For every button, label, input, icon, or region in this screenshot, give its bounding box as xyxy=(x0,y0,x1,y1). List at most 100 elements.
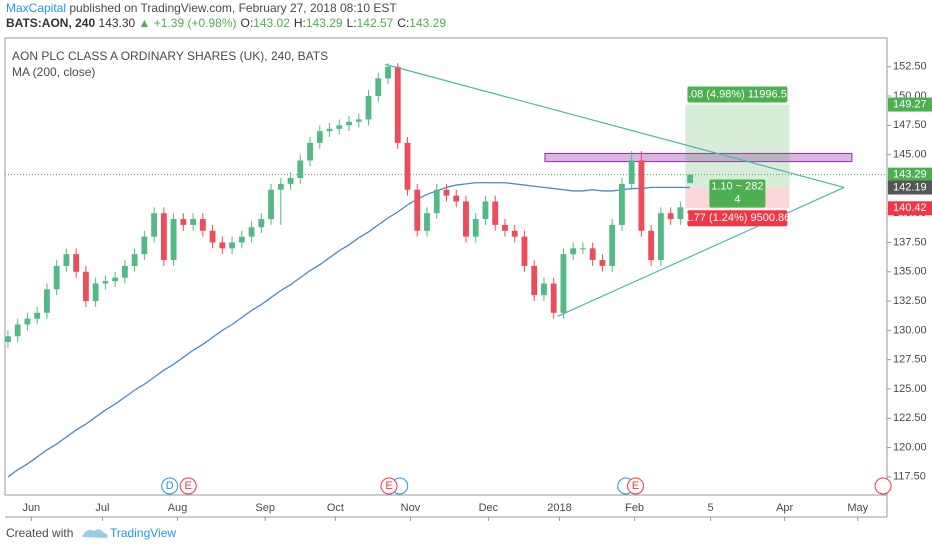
candle-body xyxy=(550,283,557,313)
x-tick-label: Jun xyxy=(22,502,40,514)
candle-body xyxy=(443,189,450,196)
indicator-label: MA (200, close) xyxy=(12,65,95,79)
y-tick-label: 117.50 xyxy=(893,471,926,483)
candle-body xyxy=(43,289,50,313)
event-label: E xyxy=(385,480,392,492)
candle-body xyxy=(326,128,333,132)
x-tick-label: Feb xyxy=(625,502,644,514)
author[interactable]: MaxCapital xyxy=(6,1,66,15)
change: +1.39 (+0.98%) xyxy=(154,16,237,30)
x-tick-label: Jul xyxy=(95,502,109,514)
candle-body xyxy=(589,248,596,261)
event-label: E xyxy=(185,480,192,492)
candle-body xyxy=(433,189,440,214)
candle-body xyxy=(248,227,255,237)
candle-body xyxy=(531,265,538,296)
candle-body xyxy=(570,248,577,255)
y-tick-label: 147.50 xyxy=(893,119,927,131)
candle-body xyxy=(638,160,645,231)
published: published on TradingView.com, February 2… xyxy=(69,1,397,15)
trendline xyxy=(384,63,845,188)
trendline xyxy=(557,186,845,317)
candle-body xyxy=(151,213,158,237)
candle-body xyxy=(424,213,430,231)
candle-body xyxy=(190,219,197,225)
event-label: D xyxy=(166,480,174,492)
candle-body xyxy=(648,230,655,261)
ohlc-value: 143.02 xyxy=(253,16,290,30)
candle-body xyxy=(82,271,89,302)
candle-body xyxy=(63,254,70,266)
quote-line: BATS:AON, 240 143.30 ▲ +1.39 (+0.98%) O:1… xyxy=(6,16,446,30)
event-label: E xyxy=(632,480,639,492)
price-label: 149.27 xyxy=(893,98,927,110)
candle-body xyxy=(121,265,128,278)
y-tick-label: 125.00 xyxy=(893,383,927,395)
y-tick-label: 120.00 xyxy=(893,441,927,453)
candle-body xyxy=(268,189,274,220)
price-label-box xyxy=(888,97,932,112)
candle-body xyxy=(307,142,313,161)
ratio-box xyxy=(709,179,766,208)
candle-body xyxy=(511,230,518,237)
x-tick-label: 5 xyxy=(708,502,714,514)
candle-body xyxy=(287,178,294,184)
candle-body xyxy=(336,125,343,129)
candle-body xyxy=(385,66,391,79)
y-tick-label: 152.50 xyxy=(893,61,927,73)
ohlc-key: O: xyxy=(241,16,254,30)
header: MaxCapital published on TradingView.com,… xyxy=(6,1,397,15)
x-tick-label: Apr xyxy=(776,502,793,514)
candle-body xyxy=(580,248,586,250)
candle-body xyxy=(492,201,499,225)
candle-body xyxy=(453,195,460,202)
ohlc-key: L: xyxy=(347,16,357,30)
y-tick-label: 130.00 xyxy=(893,324,927,336)
ohlc-key: H: xyxy=(294,16,306,30)
ohlc-value: 143.29 xyxy=(306,16,343,30)
candle-body xyxy=(541,283,547,296)
x-tick-label: Oct xyxy=(327,502,344,514)
event-marker xyxy=(627,477,645,495)
candle-body xyxy=(394,66,401,143)
candle-body xyxy=(609,224,616,266)
price-label-box xyxy=(888,201,932,216)
candle-body xyxy=(34,312,41,319)
x-tick-label: Aug xyxy=(168,502,188,514)
x-tick-label: Sep xyxy=(255,502,275,514)
candle-body xyxy=(618,183,625,225)
price-label: 140.42 xyxy=(893,202,927,214)
candle-body xyxy=(667,213,674,220)
ohlc-value: 143.29 xyxy=(409,16,446,30)
y-tick-label: 145.00 xyxy=(893,148,927,160)
candle-body xyxy=(599,260,606,266)
candle-body xyxy=(112,277,119,282)
price-label: 142.19 xyxy=(893,181,927,193)
candle-body xyxy=(170,219,177,261)
last: 143.30 xyxy=(98,16,135,30)
candle-body xyxy=(365,96,372,120)
y-tick-label: 135.00 xyxy=(893,266,927,278)
candle-body xyxy=(355,119,362,122)
candle-body xyxy=(414,189,421,231)
candle-body xyxy=(14,324,21,337)
event-marker xyxy=(874,477,892,495)
candle-body xyxy=(628,160,635,184)
up-arrow: ▲ xyxy=(139,16,151,30)
chart-title: AON PLC CLASS A ORDINARY SHARES (UK), 24… xyxy=(12,49,328,63)
candle-body xyxy=(229,242,236,249)
y-tick-label: 127.50 xyxy=(893,354,927,366)
y-tick-label: 137.50 xyxy=(893,236,927,248)
event-marker xyxy=(161,477,179,495)
price-label: 143.29 xyxy=(893,169,927,181)
stop-label-box xyxy=(687,210,788,227)
brand[interactable]: TradingView xyxy=(110,526,176,540)
candle-body xyxy=(160,213,167,261)
candle-body xyxy=(238,236,245,243)
ohlc-key: C: xyxy=(397,16,409,30)
candle-body xyxy=(258,219,265,228)
candle-body xyxy=(5,336,11,343)
x-tick-label: 2018 xyxy=(547,502,571,514)
